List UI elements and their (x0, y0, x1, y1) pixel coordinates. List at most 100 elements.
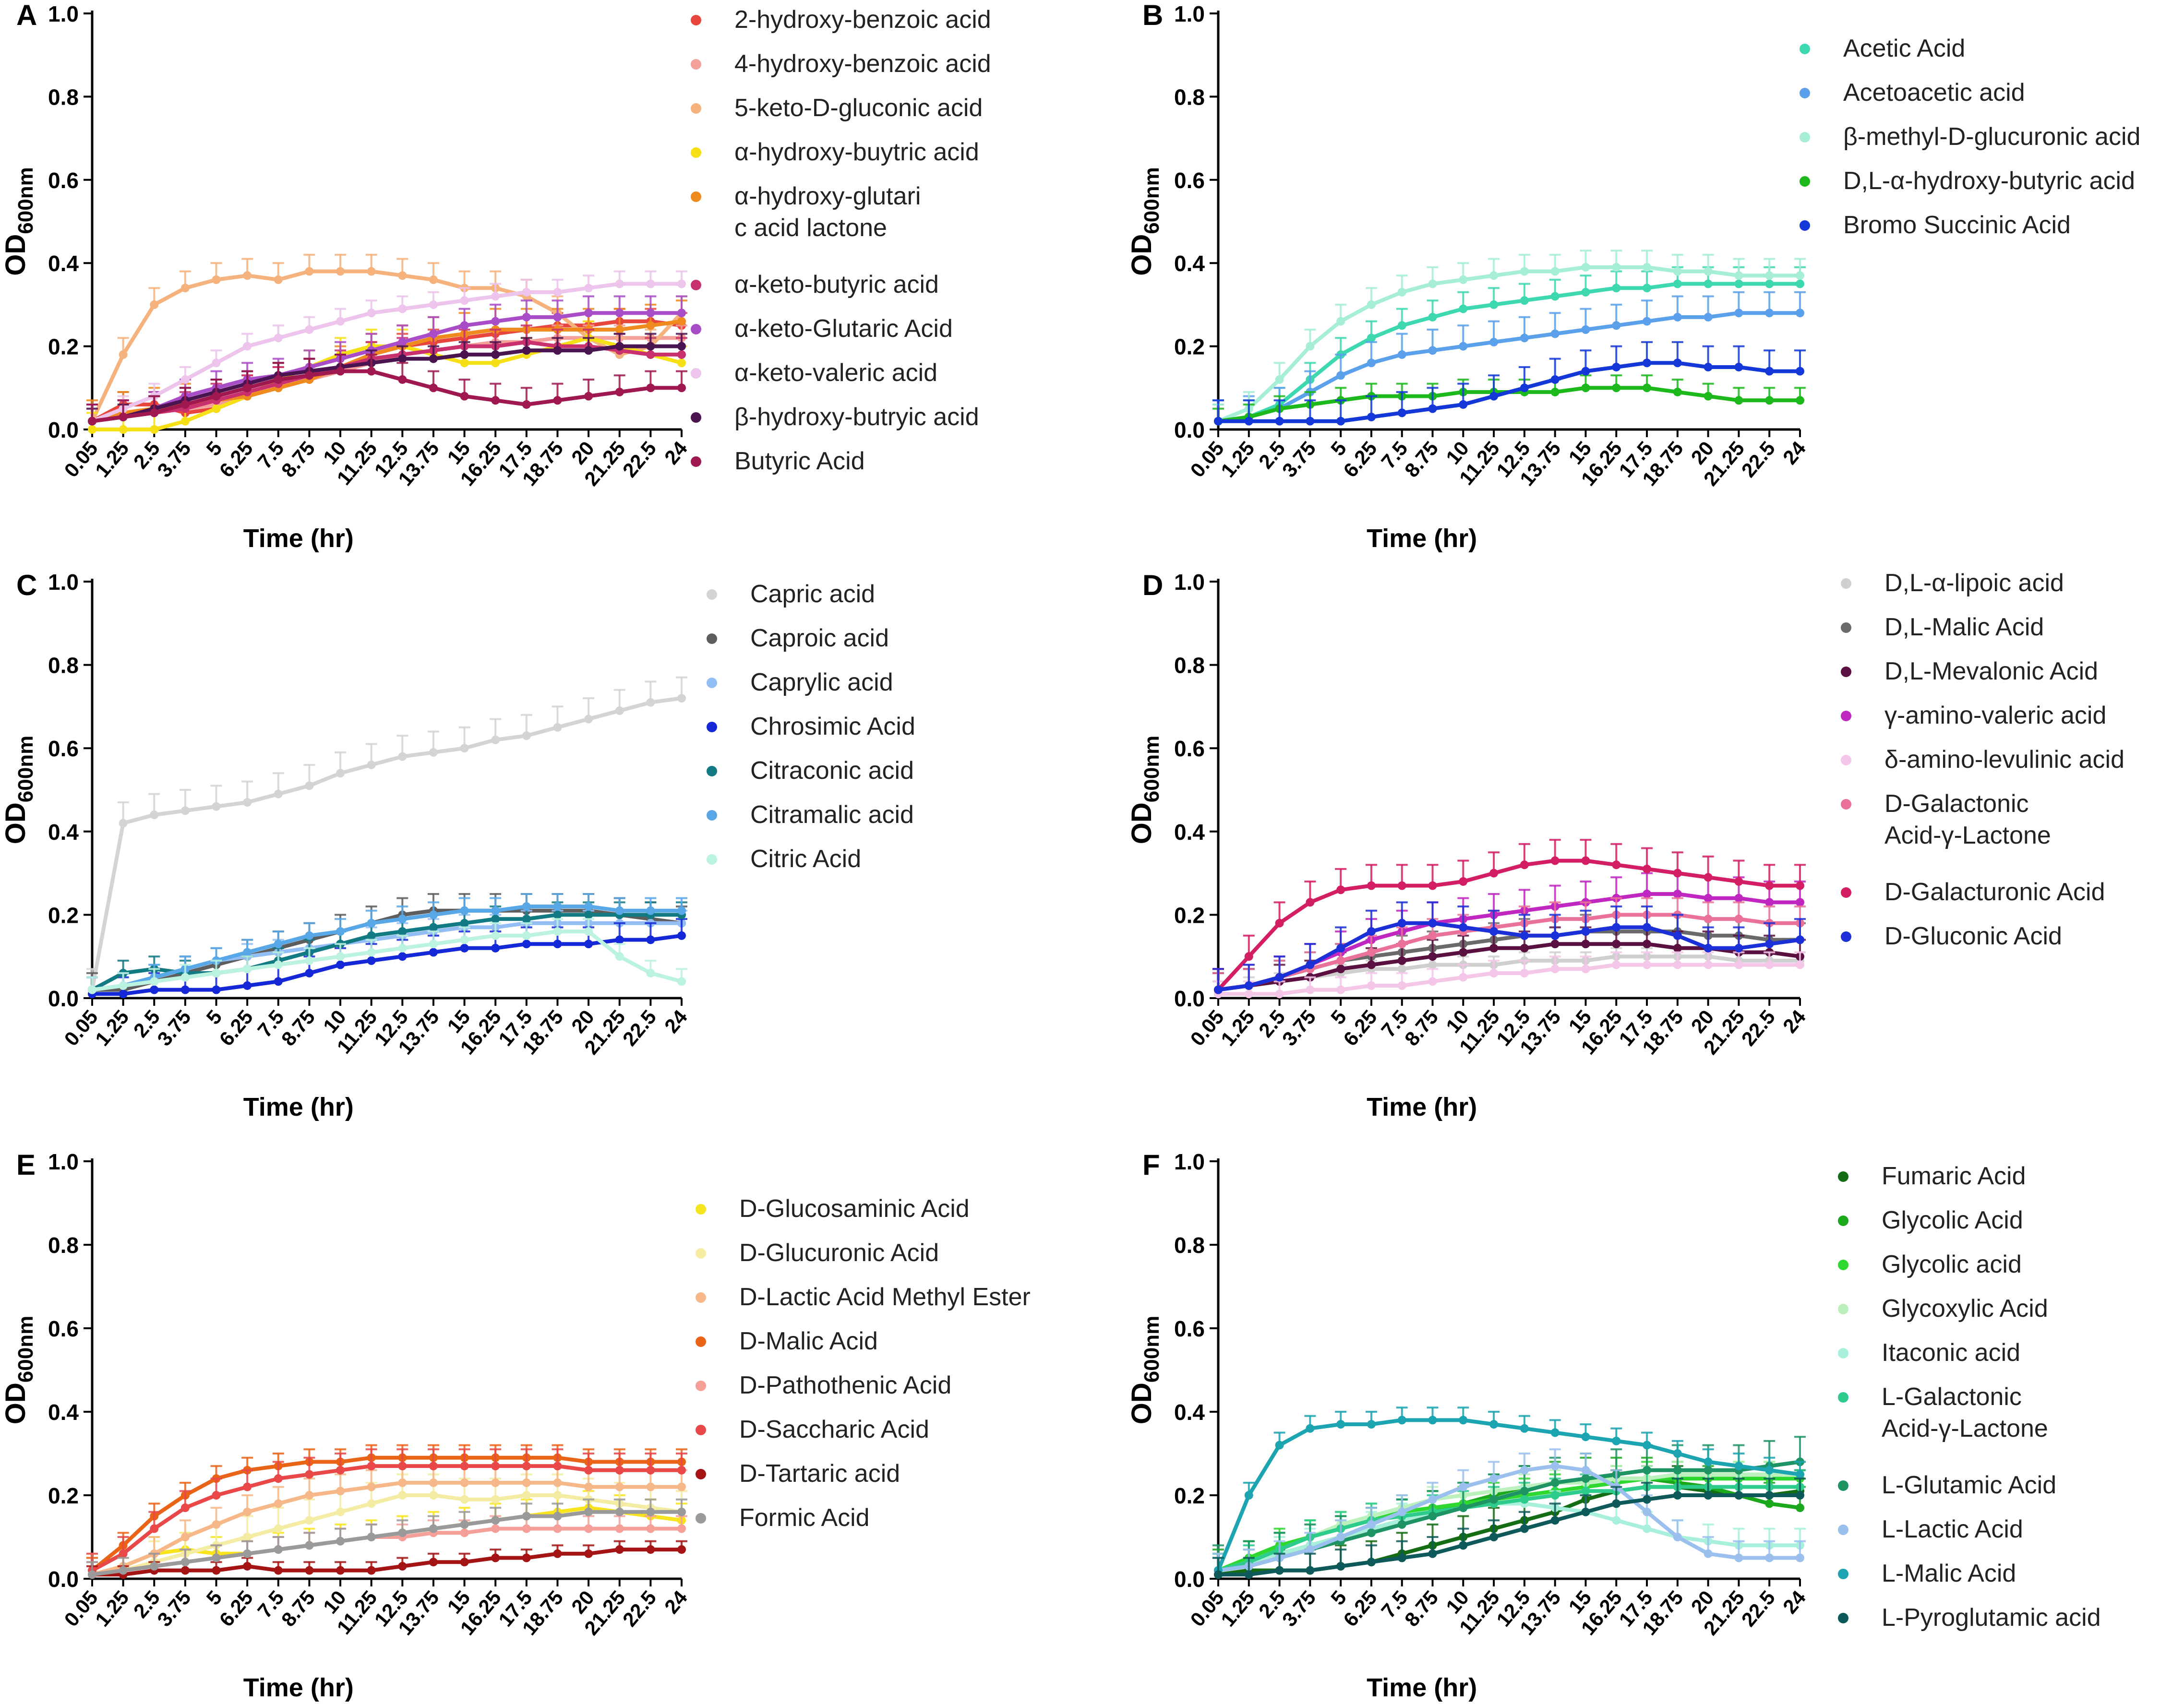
data-point (336, 1537, 345, 1546)
data-point (305, 267, 314, 276)
data-point (398, 915, 407, 924)
data-point (1643, 890, 1652, 898)
data-point (1489, 1533, 1499, 1541)
y-tick-label: 1.0 (48, 1, 79, 26)
data-point (1214, 1570, 1223, 1579)
y-axis-title: OD600nm (1126, 736, 1164, 844)
series-2 (1212, 291, 1806, 426)
data-point (553, 1512, 562, 1521)
series-line (1217, 1501, 1800, 1573)
data-point (1673, 279, 1682, 288)
y-tick-label: 1.0 (1174, 570, 1205, 595)
data-point (367, 931, 376, 940)
data-point (1643, 1524, 1652, 1533)
y-tick-label: 0.8 (48, 653, 79, 678)
x-tick-label: 0.05 (60, 1006, 102, 1050)
data-point (119, 819, 128, 828)
data-point (1581, 965, 1590, 974)
data-point (1643, 1441, 1652, 1450)
x-tick-label: 8.75 (1400, 1586, 1443, 1631)
legend-label: D,L-α-lipoic acid (1884, 569, 2064, 597)
legend-marker (696, 1336, 706, 1347)
data-point (180, 1566, 190, 1575)
data-point (274, 1474, 283, 1483)
data-point (212, 1566, 221, 1575)
data-point (398, 271, 407, 280)
x-tick-label: 22.5 (1737, 1586, 1780, 1631)
legend-marker (1838, 1260, 1848, 1270)
data-point (522, 346, 531, 355)
series-line (1217, 1485, 1800, 1573)
y-tick-label: 0.4 (48, 1400, 79, 1425)
data-point (212, 1491, 221, 1500)
data-point (460, 918, 469, 928)
data-point (1796, 881, 1804, 890)
data-point (1459, 1503, 1468, 1513)
panel-label: C (16, 569, 37, 601)
panel-label: E (16, 1149, 36, 1181)
y-axis-title-sub: 600nm (1140, 736, 1164, 802)
data-point (1704, 1549, 1713, 1558)
data-point (88, 425, 96, 434)
data-point (1336, 371, 1345, 380)
data-point (1550, 940, 1560, 949)
y-tick-label: 0.0 (1174, 1567, 1205, 1592)
legend-marker (1841, 622, 1851, 633)
x-tick-label: 22.5 (1737, 1006, 1780, 1050)
data-point (553, 287, 562, 297)
data-point (1765, 1466, 1774, 1475)
x-tick-label: 1.25 (91, 437, 133, 482)
data-point (1550, 1428, 1560, 1437)
data-point (1397, 1553, 1406, 1562)
data-point (553, 902, 562, 911)
data-point (1336, 885, 1345, 894)
data-point (1673, 1466, 1682, 1475)
data-point (584, 940, 593, 949)
series-line (92, 1510, 682, 1577)
data-point (367, 918, 376, 928)
data-point (553, 346, 562, 355)
y-tick-label: 0.2 (1174, 903, 1205, 928)
data-point (1489, 1474, 1499, 1483)
series-10 (1212, 1478, 1806, 1579)
data-point (212, 392, 221, 401)
x-tick-label: 8.75 (277, 1586, 320, 1631)
series-line (1218, 921, 1800, 992)
data-point (274, 1524, 283, 1533)
data-point (553, 723, 562, 732)
legend-label: Capric acid (750, 580, 875, 608)
data-point (1459, 1416, 1468, 1425)
legend-marker (1838, 1348, 1848, 1358)
legend-label: Glycolic Acid (1882, 1206, 2023, 1234)
data-point (1397, 965, 1406, 974)
x-tick-label: 22.5 (1737, 437, 1780, 482)
data-point (1306, 1545, 1315, 1554)
data-point (460, 1462, 469, 1471)
legend-label-line: α-hydroxy-glutari (734, 182, 921, 210)
y-axis-title-sub: 600nm (14, 1316, 37, 1382)
data-point (119, 1566, 128, 1575)
series-3 (1212, 1461, 1806, 1575)
data-point (584, 1549, 593, 1558)
data-point (150, 300, 159, 309)
y-axis-title: OD600nm (0, 736, 37, 844)
x-tick-label: 3.75 (153, 1006, 195, 1050)
data-point (1796, 367, 1804, 376)
data-point (1275, 417, 1284, 426)
data-point (1367, 1528, 1376, 1537)
legend-label: Citric Acid (750, 845, 861, 873)
data-point (1673, 387, 1682, 396)
data-point (1673, 1491, 1682, 1500)
y-tick-label: 0.4 (1174, 820, 1205, 845)
data-point (1459, 877, 1468, 886)
data-point (460, 1528, 469, 1537)
data-point (367, 1533, 376, 1541)
data-point (1550, 267, 1560, 276)
data-point (274, 275, 283, 284)
data-point (305, 968, 314, 977)
data-point (677, 1466, 686, 1475)
data-point (615, 952, 624, 961)
data-point (429, 275, 438, 284)
series-line (92, 1548, 682, 1577)
legend-marker (691, 368, 701, 379)
